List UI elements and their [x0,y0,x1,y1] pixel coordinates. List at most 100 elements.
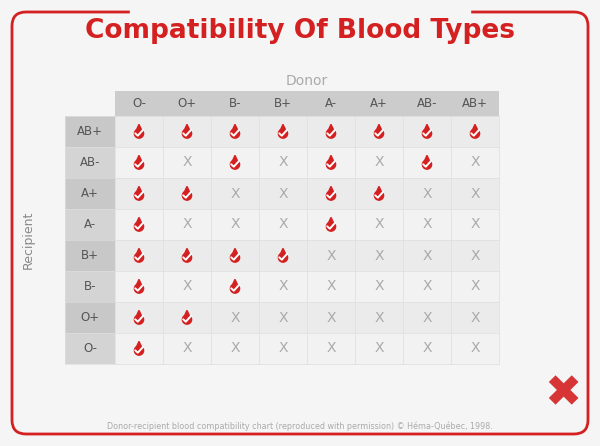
FancyBboxPatch shape [115,302,499,333]
Polygon shape [136,248,142,256]
Text: X: X [230,310,240,325]
FancyBboxPatch shape [115,116,499,147]
Text: Recipient: Recipient [22,211,35,269]
Text: X: X [182,280,192,293]
Text: A+: A+ [370,97,388,110]
Circle shape [134,160,143,169]
Circle shape [182,191,191,200]
Text: X: X [374,280,384,293]
Circle shape [134,346,143,355]
Text: AB-: AB- [80,156,100,169]
FancyBboxPatch shape [12,12,588,434]
Polygon shape [136,217,142,225]
FancyBboxPatch shape [115,240,499,271]
Text: X: X [182,218,192,231]
Circle shape [230,160,239,169]
Polygon shape [232,279,238,287]
Text: X: X [470,310,480,325]
Circle shape [182,129,191,138]
Text: X: X [470,186,480,201]
Text: X: X [422,342,432,355]
Text: X: X [326,248,336,263]
Polygon shape [280,124,286,132]
Text: X: X [278,342,288,355]
Text: X: X [374,248,384,263]
Text: X: X [326,280,336,293]
Text: X: X [470,218,480,231]
FancyBboxPatch shape [115,271,499,302]
Text: O-: O- [132,97,146,110]
Polygon shape [184,124,190,132]
FancyBboxPatch shape [115,333,499,364]
Circle shape [134,284,143,293]
Circle shape [230,284,239,293]
Polygon shape [136,279,142,287]
Polygon shape [328,217,334,225]
Polygon shape [136,155,142,163]
Text: O+: O+ [80,311,100,324]
Text: X: X [326,310,336,325]
Text: X: X [230,218,240,231]
Text: X: X [278,280,288,293]
FancyBboxPatch shape [65,116,115,147]
Polygon shape [472,124,478,132]
Text: X: X [230,186,240,201]
Polygon shape [232,248,238,256]
FancyBboxPatch shape [65,240,115,271]
FancyBboxPatch shape [65,333,115,364]
Circle shape [230,253,239,262]
Text: X: X [374,156,384,169]
Text: X: X [278,310,288,325]
FancyBboxPatch shape [65,178,115,209]
Text: AB+: AB+ [77,125,103,138]
Text: X: X [470,248,480,263]
Circle shape [374,129,383,138]
Text: X: X [422,310,432,325]
Circle shape [326,160,335,169]
Text: B+: B+ [81,249,99,262]
Text: X: X [422,248,432,263]
Polygon shape [424,124,430,132]
FancyBboxPatch shape [115,209,499,240]
Polygon shape [232,124,238,132]
Text: X: X [374,310,384,325]
Circle shape [182,253,191,262]
Text: X: X [278,156,288,169]
Text: X: X [230,342,240,355]
Text: AB+: AB+ [462,97,488,110]
Circle shape [182,315,191,324]
Circle shape [278,129,287,138]
FancyBboxPatch shape [65,302,115,333]
FancyBboxPatch shape [65,147,115,178]
Text: B-: B- [229,97,241,110]
FancyBboxPatch shape [115,91,499,116]
Text: X: X [422,186,432,201]
Text: Donor-recipient blood compatibility chart (reproduced with permission) © Héma-Qu: Donor-recipient blood compatibility char… [107,421,493,431]
Text: X: X [470,280,480,293]
Text: A-: A- [84,218,96,231]
Text: X: X [470,342,480,355]
Text: X: X [374,218,384,231]
Polygon shape [424,155,430,163]
FancyBboxPatch shape [115,178,499,209]
Polygon shape [376,186,382,194]
Text: X: X [182,156,192,169]
Text: X: X [422,280,432,293]
Circle shape [134,129,143,138]
Polygon shape [328,155,334,163]
Polygon shape [136,124,142,132]
Text: A+: A+ [81,187,99,200]
FancyBboxPatch shape [65,271,115,302]
Circle shape [326,191,335,200]
Text: X: X [326,342,336,355]
Text: A-: A- [325,97,337,110]
Circle shape [134,253,143,262]
Polygon shape [184,186,190,194]
FancyBboxPatch shape [115,147,499,178]
Text: Compatibility Of Blood Types: Compatibility Of Blood Types [85,18,515,44]
Polygon shape [184,310,190,318]
Text: X: X [374,342,384,355]
Text: ✖: ✖ [544,372,581,416]
Polygon shape [376,124,382,132]
Text: X: X [278,186,288,201]
